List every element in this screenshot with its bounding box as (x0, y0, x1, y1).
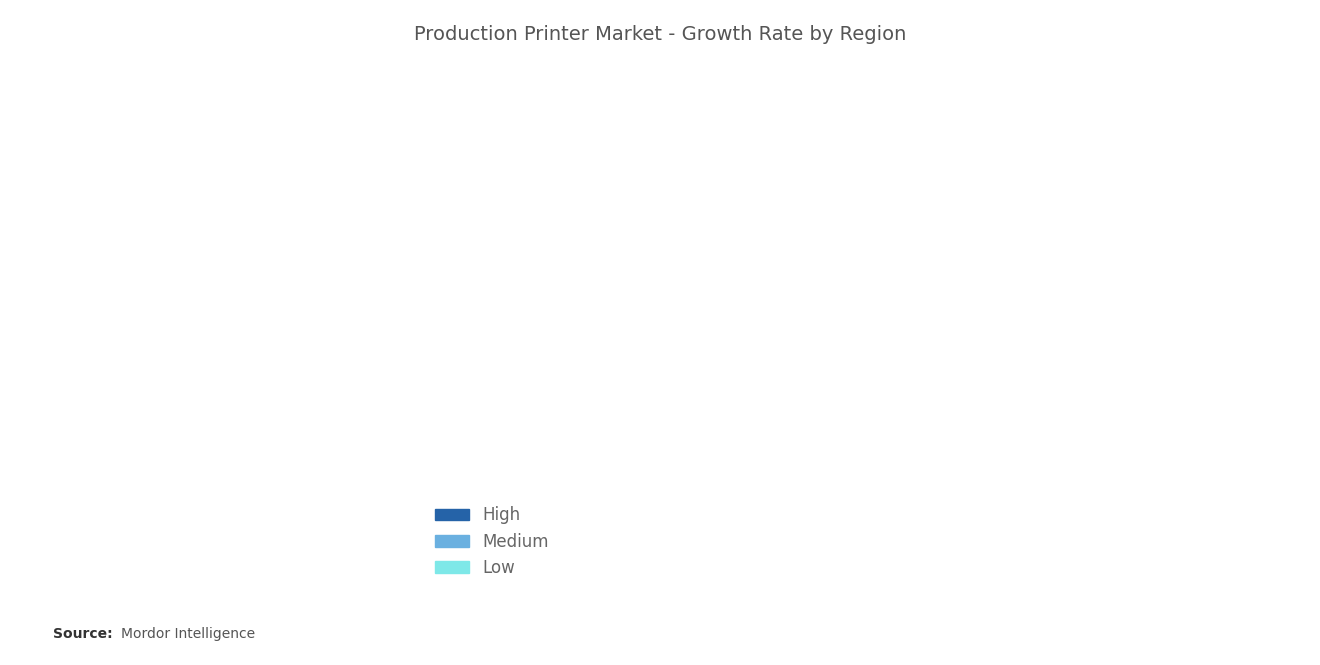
Text: Source:: Source: (53, 627, 112, 642)
Text: Mordor Intelligence: Mordor Intelligence (121, 627, 256, 642)
Legend: High, Medium, Low: High, Medium, Low (429, 499, 556, 583)
Text: Production Printer Market - Growth Rate by Region: Production Printer Market - Growth Rate … (413, 25, 907, 44)
